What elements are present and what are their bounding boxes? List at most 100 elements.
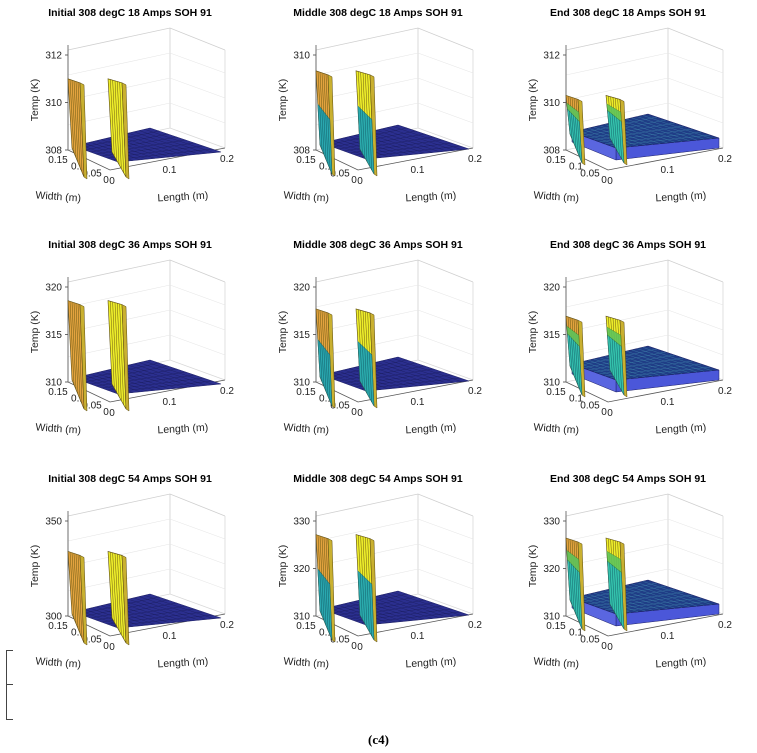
mesh-line [593,591,684,607]
width-tick-label: 0.1 [71,628,85,639]
tab-gradient-green-1 [566,325,580,347]
tab-hatch [327,116,331,170]
tab-hatch [362,345,365,390]
tab-hatch [73,80,79,163]
grid-line [565,334,724,358]
width-tick-label: 0.05 [580,400,600,411]
width-tick-label: 0 [103,641,109,652]
surface-plate [72,127,222,163]
tab-side-1 [79,304,88,412]
length-axis-label: Length (m) [655,422,706,437]
mesh-line [338,133,425,150]
subplot-8: Middle 308 degC 54 Amps SOH 91 310 320 330 T… [277,473,482,671]
tab-gradient-green-1 [566,549,580,573]
tab-hatch [110,301,115,389]
length-tick-label: 0.2 [718,154,732,165]
width-tick-label: 0.15 [296,621,316,632]
width-tick-label: 0 [103,407,109,418]
axis-wall-top [565,259,724,283]
tab-hatch [611,564,615,613]
width-tick-label: 0.15 [546,621,566,632]
axis-wall-top [67,493,226,517]
mesh-line [338,599,425,616]
grid-line [565,309,724,333]
width-axis-label: Width (m) [283,189,329,204]
z-axis-label: Temp (K) [277,79,289,122]
tab-hatch [327,581,331,636]
mesh-line [360,611,461,624]
tab-hatch [112,552,117,627]
z-tick-label: 310 [293,51,310,62]
width-tick-label: 0.05 [82,634,102,645]
mesh-line [593,125,684,141]
tab-hatch [366,114,370,166]
subplot-title: Initial 308 degC 18 Amps SOH 91 [48,7,212,19]
subplot-title: Initial 308 degC 54 Amps SOH 91 [48,473,212,485]
mesh-line [90,368,177,385]
tab-hatch [577,344,581,391]
width-axis-label: Width (m) [533,189,579,204]
z-axis-label: Temp (K) [277,311,289,354]
tab-hatch [369,117,372,170]
tab-hatch [323,576,327,626]
tab-hatch [319,571,323,616]
grid-line [67,284,226,308]
grid-line [315,52,474,76]
width-axis-label: Width (m) [283,421,329,436]
mesh-line [588,122,675,139]
width-tick-label: 0.05 [82,400,102,411]
mesh-line [610,366,711,379]
subplot-3: End 308 degC 18 Amps SOH 91 308 310 312 Temp… [527,7,732,205]
tab-hatch [321,574,325,621]
grid-line [67,568,226,592]
tab-hatch [364,577,368,628]
width-axis-label: Width (m) [283,655,329,670]
tab-hatch [571,337,575,376]
tab-hatch [614,566,618,617]
tab-gradient-green-1 [566,102,580,123]
tab-hatch [75,303,81,400]
tab-gradient-green-2 [606,326,622,347]
subplot-title: Initial 308 degC 36 Amps SOH 91 [48,239,212,251]
tab-hatch [119,303,124,405]
tab-hatch [569,335,573,371]
grid-line [315,518,474,542]
tab-hatch [321,344,325,387]
length-axis-label: Length (m) [655,656,706,671]
width-tick-label: 0.15 [48,387,68,398]
grid-line [565,568,724,592]
tab-hatch [364,348,368,394]
z-tick-label: 308 [293,146,310,157]
tab-hatch [321,109,325,155]
z-tick-label: 310 [45,98,62,109]
tab-hatch [325,579,329,631]
grid-line [565,77,724,101]
grid-line [315,284,474,308]
length-axis-label: Length (m) [405,190,456,205]
z-tick-label: 300 [45,612,62,623]
tab-hatch [575,117,579,154]
subplot-title: Middle 308 degC 54 Amps SOH 91 [293,473,463,485]
width-tick-label: 0.1 [569,394,583,405]
z-tick-label: 312 [45,51,62,62]
tab-hatch [112,301,117,393]
tab-hatch [323,111,327,160]
subplot-title: End 308 degC 18 Amps SOH 91 [550,7,706,19]
z-tick-label: 315 [293,330,310,341]
grid-line [315,77,474,101]
mesh-line [360,377,461,390]
subplot-7: Initial 308 degC 54 Amps SOH 91 300 350 Tem… [29,473,234,671]
z-tick-label: 310 [293,378,310,389]
z-tick-label: 320 [293,283,310,294]
axis-wall-top [315,493,474,517]
width-tick-label: 0.1 [71,394,85,405]
tab-hatch [614,340,618,383]
surface-plate [320,590,470,626]
grid-line [67,309,226,333]
axis-wall-top [315,259,474,283]
tab-hatch [575,568,579,620]
tab-hatch [577,570,581,625]
tab-hatch [366,350,370,398]
width-tick-label: 0 [351,407,357,418]
axis-wall-top [67,27,226,51]
